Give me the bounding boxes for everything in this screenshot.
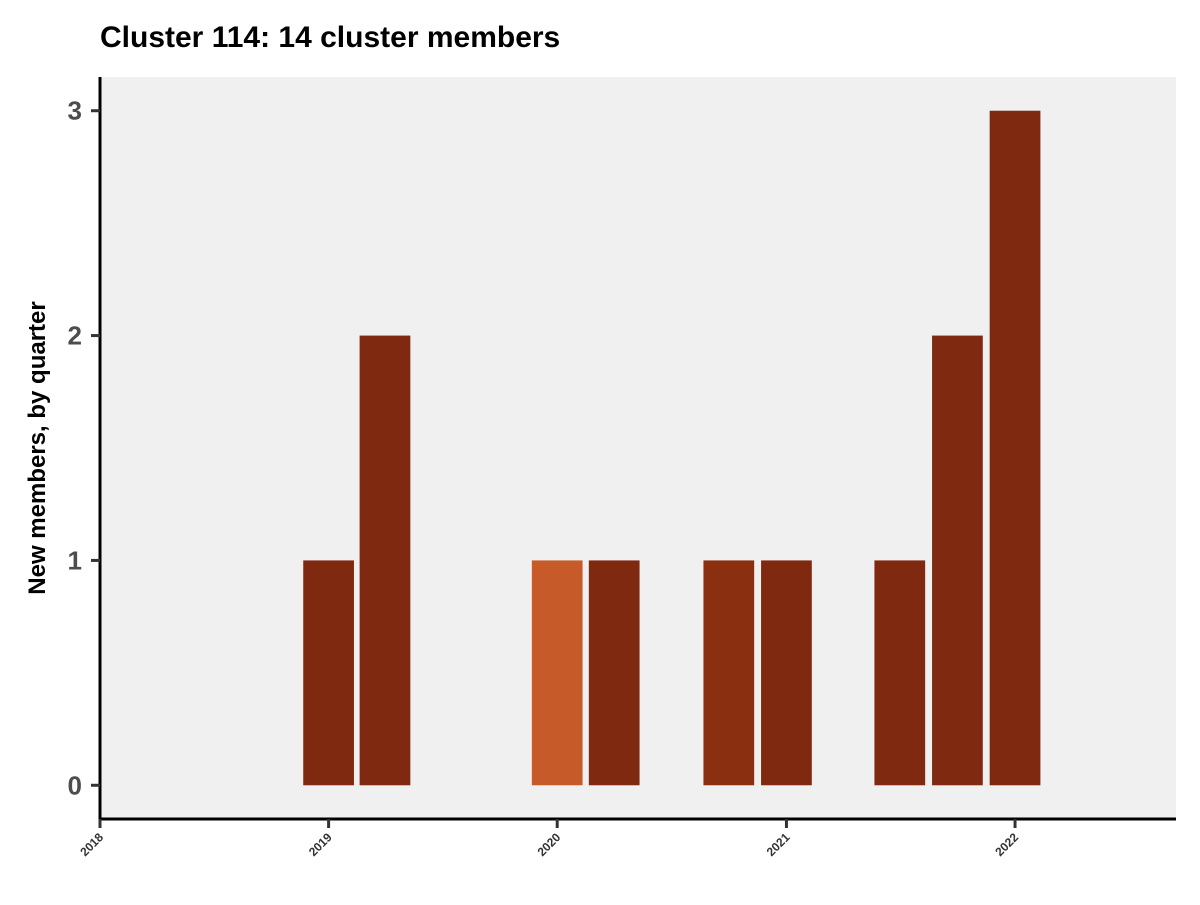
x-tick-label: 2021 xyxy=(764,830,793,859)
y-tick-label: 2 xyxy=(68,321,82,351)
bar-2020-Q4 xyxy=(703,560,755,786)
x-tick-label: 2019 xyxy=(306,830,335,859)
bar-2020-Q1 xyxy=(531,560,583,786)
bar-2020-Q2 xyxy=(588,560,640,786)
bar-2021-Q4 xyxy=(932,335,983,786)
bar-2021-Q3 xyxy=(874,560,926,786)
y-tick-label: 1 xyxy=(68,545,82,575)
y-axis-title: New members, by quarter xyxy=(24,301,51,594)
x-ticks: 2018 2019 2020 2021 2022 xyxy=(77,819,1021,859)
chart-title: Cluster 114: 14 cluster members xyxy=(100,21,560,54)
x-tick-label: 2018 xyxy=(77,830,106,859)
y-tick-label: 0 xyxy=(68,770,82,800)
x-tick-label: 2022 xyxy=(992,830,1021,859)
bar-2021-Q1 xyxy=(761,560,812,786)
y-ticks: 0 1 2 3 xyxy=(68,96,100,800)
bar-2019-Q1 xyxy=(303,560,354,786)
bar-2019-Q2 xyxy=(359,335,411,786)
bars xyxy=(303,110,1041,786)
y-tick-label: 3 xyxy=(68,96,82,126)
bar-2022-Q1 xyxy=(989,110,1041,786)
x-tick-label: 2020 xyxy=(535,830,564,859)
